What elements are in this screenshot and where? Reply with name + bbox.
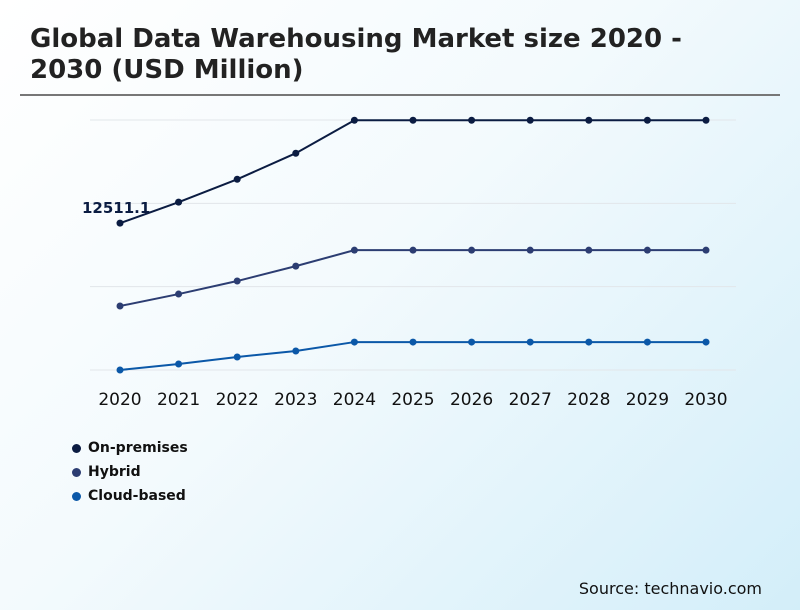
series-line-hybrid — [119, 249, 706, 308]
data-point — [175, 360, 183, 368]
data-point — [409, 116, 417, 124]
series-line-on-premises — [119, 119, 706, 225]
x-tick-label: 2021 — [157, 390, 200, 410]
data-point — [468, 116, 476, 124]
x-tick-label: 2022 — [216, 390, 259, 410]
legend-label: Cloud-based — [88, 488, 186, 504]
x-tick-label: 2029 — [626, 390, 669, 410]
x-tick-label: 2027 — [509, 390, 552, 410]
data-point — [468, 246, 476, 254]
title-divider — [20, 94, 780, 96]
legend-dot-icon — [72, 491, 81, 501]
legend-item-on-premises[interactable]: On-premises — [72, 436, 188, 460]
data-label: 12511.1 — [82, 199, 150, 217]
legend-dot-icon — [72, 467, 81, 477]
data-point — [116, 366, 124, 374]
data-point — [116, 302, 124, 310]
data-point — [643, 116, 651, 124]
data-point — [116, 219, 124, 227]
legend-label: On-premises — [88, 440, 188, 456]
data-point — [526, 116, 534, 124]
legend-item-cloud-based[interactable]: Cloud-based — [72, 484, 188, 508]
data-point — [409, 338, 417, 346]
data-point — [585, 246, 593, 254]
data-point — [233, 277, 241, 285]
data-point — [702, 116, 710, 124]
data-point — [585, 116, 593, 124]
x-tick-label: 2028 — [567, 390, 610, 410]
data-point — [585, 338, 593, 346]
data-point — [292, 262, 300, 270]
x-tick-label: 2030 — [684, 390, 727, 410]
x-tick-label: 2025 — [391, 390, 434, 410]
data-point — [702, 338, 710, 346]
data-point — [526, 338, 534, 346]
data-point — [175, 290, 183, 298]
data-point — [233, 175, 241, 183]
legend-dot-icon — [72, 443, 81, 453]
legend-label: Hybrid — [88, 464, 141, 480]
data-point — [643, 246, 651, 254]
data-point — [292, 149, 300, 157]
x-tick-label: 2024 — [333, 390, 376, 410]
data-point — [350, 246, 358, 254]
data-point — [526, 246, 534, 254]
data-point — [643, 338, 651, 346]
data-point — [409, 246, 417, 254]
legend-item-hybrid[interactable]: Hybrid — [72, 460, 188, 484]
data-point — [350, 338, 358, 346]
x-tick-label: 2026 — [450, 390, 493, 410]
series-line-cloud-based — [119, 341, 706, 371]
data-point — [350, 116, 358, 124]
data-point — [233, 353, 241, 361]
source-note: Source: technavio.com — [578, 579, 762, 598]
x-tick-label: 2023 — [274, 390, 317, 410]
legend: On-premises Hybrid Cloud-based — [72, 436, 188, 508]
chart-title: Global Data Warehousing Market size 2020… — [30, 24, 682, 85]
data-point — [702, 246, 710, 254]
data-point — [292, 347, 300, 355]
data-point — [468, 338, 476, 346]
data-point — [175, 198, 183, 206]
x-tick-label: 2020 — [98, 390, 141, 410]
